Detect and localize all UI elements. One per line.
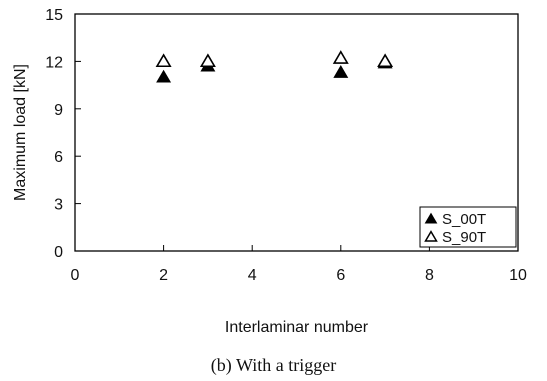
y-tick-label: 6: [54, 149, 63, 166]
legend-label-0: S_00T: [442, 211, 486, 228]
x-axis-label: Interlaminar number: [225, 319, 369, 336]
x-tick-label: 8: [425, 267, 434, 284]
legend-marker-1: [424, 230, 438, 242]
data-point-s-90t-1: [199, 53, 216, 68]
x-axis-ticks: 0 2 4 6 8 10: [71, 245, 527, 284]
x-tick-label: 2: [159, 267, 168, 284]
data-point-s-90t-3: [377, 53, 394, 68]
data-point-s-90t-2: [332, 50, 349, 64]
data-point-s-90t-0: [155, 53, 172, 68]
x-tick-label: 10: [509, 267, 527, 284]
y-tick-label: 9: [54, 102, 63, 119]
x-tick-label: 0: [71, 267, 80, 284]
plot-frame: [74, 13, 519, 252]
x-tick-label: 4: [248, 267, 257, 284]
y-tick-label: 3: [54, 197, 63, 214]
legend-marker-0: [424, 212, 438, 224]
data-points: [155, 50, 394, 83]
y-tick-label: 0: [54, 244, 63, 261]
data-point-s-00t-0: [156, 69, 172, 83]
y-axis-label: Maximum load [kN]: [12, 64, 29, 201]
legend-label-1: S_90T: [442, 229, 486, 246]
y-tick-label: 12: [45, 54, 63, 71]
plot-area-frame: [74, 13, 519, 252]
y-axis-ticks: 0 3 6 9 12 15: [45, 7, 81, 261]
y-tick-label: 15: [45, 7, 63, 24]
data-point-s-00t-3: [333, 64, 349, 78]
figure-caption: (b) With a trigger: [210, 355, 337, 375]
x-tick-label: 6: [336, 267, 345, 284]
